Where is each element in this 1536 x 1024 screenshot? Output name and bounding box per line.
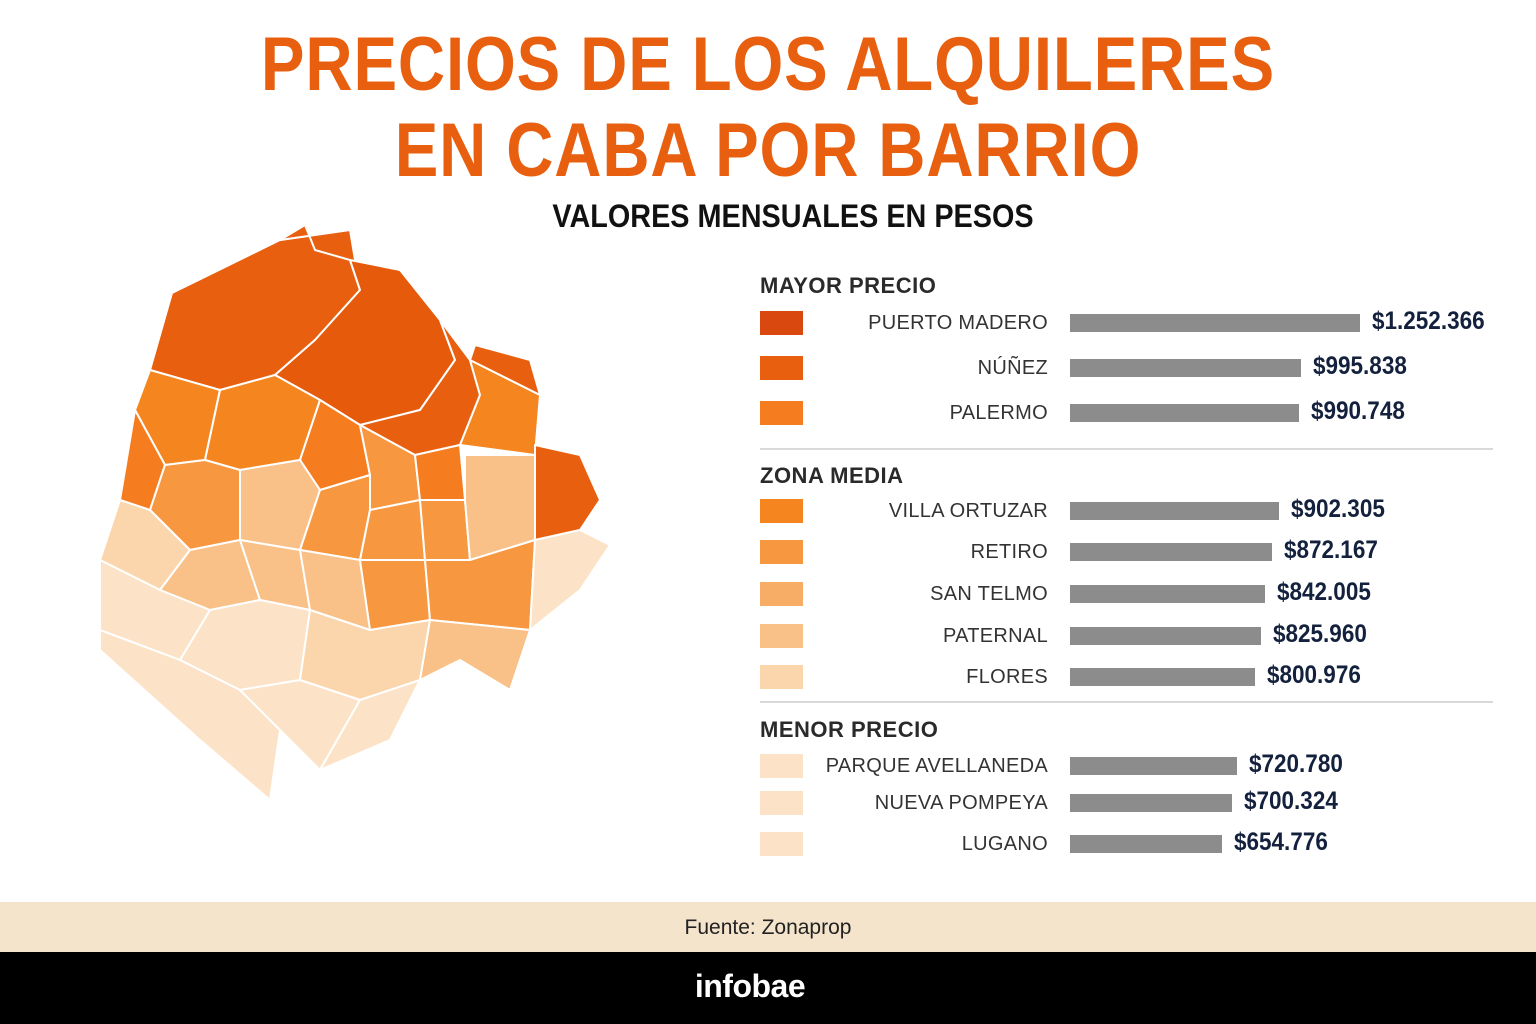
caba-choropleth-map xyxy=(99,224,611,801)
bar-row: NÚÑEZ $995.838 xyxy=(760,352,1520,383)
bar xyxy=(1070,794,1232,812)
section-divider xyxy=(760,701,1493,703)
map-region xyxy=(414,444,466,501)
footer: infobae xyxy=(0,952,1536,1024)
map-region xyxy=(529,529,611,631)
page-subtitle: VALORES MENSUALES EN PESOS xyxy=(552,198,1034,234)
bar-value-label: $842.005 xyxy=(1277,578,1371,606)
bar-value-label: $700.324 xyxy=(1244,787,1338,815)
bar-value-label: $995.838 xyxy=(1313,352,1407,380)
title-line-1: PRECIOS DE LOS ALQUILERES xyxy=(260,22,1276,107)
bar-label: NUEVA POMPEYA xyxy=(874,792,1048,814)
bar-value-label: $902.305 xyxy=(1291,495,1385,523)
section-title: ZONA MEDIA xyxy=(760,463,904,488)
bar-label: PALERMO xyxy=(949,402,1048,424)
bar xyxy=(1070,502,1279,520)
bar-row: FLORES $800.976 xyxy=(760,661,1520,692)
bar xyxy=(1070,585,1265,603)
bar xyxy=(1070,543,1272,561)
map-region xyxy=(319,679,421,771)
bar-label: NÚÑEZ xyxy=(977,357,1048,379)
bar-row: PATERNAL $825.960 xyxy=(760,620,1520,651)
bar-row: PUERTO MADERO $1.252.366 xyxy=(760,307,1520,338)
bar-label: VILLA ORTUZAR xyxy=(888,500,1048,522)
bar xyxy=(1070,404,1299,422)
bar-value-label: $825.960 xyxy=(1273,620,1367,648)
section-title: MAYOR PRECIO xyxy=(760,273,937,298)
section-title: MENOR PRECIO xyxy=(760,717,939,742)
bar-row: PALERMO $990.748 xyxy=(760,397,1520,428)
bar-value-label: $654.776 xyxy=(1234,828,1328,856)
page-title: PRECIOS DE LOS ALQUILERES EN CABA POR BA… xyxy=(108,22,1429,194)
bar-value-label: $1.252.366 xyxy=(1372,307,1485,335)
legend-swatch xyxy=(760,791,803,815)
bar-label: LUGANO xyxy=(961,833,1048,855)
title-line-2: EN CABA POR BARRIO xyxy=(394,108,1142,193)
bar xyxy=(1070,668,1255,686)
bar-label: PUERTO MADERO xyxy=(868,312,1048,334)
bar-row: LUGANO $654.776 xyxy=(760,828,1520,859)
bar-row: VILLA ORTUZAR $902.305 xyxy=(760,495,1520,526)
legend-swatch xyxy=(760,311,803,335)
map-region xyxy=(419,619,531,691)
legend-swatch xyxy=(760,540,803,564)
bar xyxy=(1070,757,1237,775)
legend-swatch xyxy=(760,754,803,778)
bar-value-label: $872.167 xyxy=(1284,536,1378,564)
bar-value-label: $720.780 xyxy=(1249,750,1343,778)
map-region xyxy=(419,499,471,561)
legend-swatch xyxy=(760,624,803,648)
map-region xyxy=(534,444,601,541)
bar-label: PATERNAL xyxy=(942,625,1048,647)
legend-swatch xyxy=(760,832,803,856)
bar xyxy=(1070,314,1360,332)
bar-row: NUEVA POMPEYA $700.324 xyxy=(760,787,1520,818)
bar-value-label: $800.976 xyxy=(1267,661,1361,689)
bar xyxy=(1070,359,1301,377)
source-band: Fuente: Zonaprop xyxy=(0,902,1536,952)
legend-swatch xyxy=(760,665,803,689)
bar-label: PARQUE AVELLANEDA xyxy=(825,755,1048,777)
bar xyxy=(1070,835,1222,853)
map-region xyxy=(359,559,431,631)
section-divider xyxy=(760,448,1493,450)
legend-swatch xyxy=(760,356,803,380)
legend-swatch xyxy=(760,499,803,523)
bar-row: PARQUE AVELLANEDA $720.780 xyxy=(760,750,1520,781)
brand-logo: infobae xyxy=(694,968,806,1004)
bar-row: SAN TELMO $842.005 xyxy=(760,578,1520,609)
map-region xyxy=(469,344,541,396)
source-text: Fuente: Zonaprop xyxy=(684,916,852,939)
bar-value-label: $990.748 xyxy=(1311,397,1405,425)
bar-label: FLORES xyxy=(966,666,1048,688)
bar-label: SAN TELMO xyxy=(930,583,1048,605)
bar-label: RETIRO xyxy=(970,541,1048,563)
map-region xyxy=(99,629,281,801)
legend-swatch xyxy=(760,582,803,606)
legend-swatch xyxy=(760,401,803,425)
bar-row: RETIRO $872.167 xyxy=(760,536,1520,567)
bar xyxy=(1070,627,1261,645)
